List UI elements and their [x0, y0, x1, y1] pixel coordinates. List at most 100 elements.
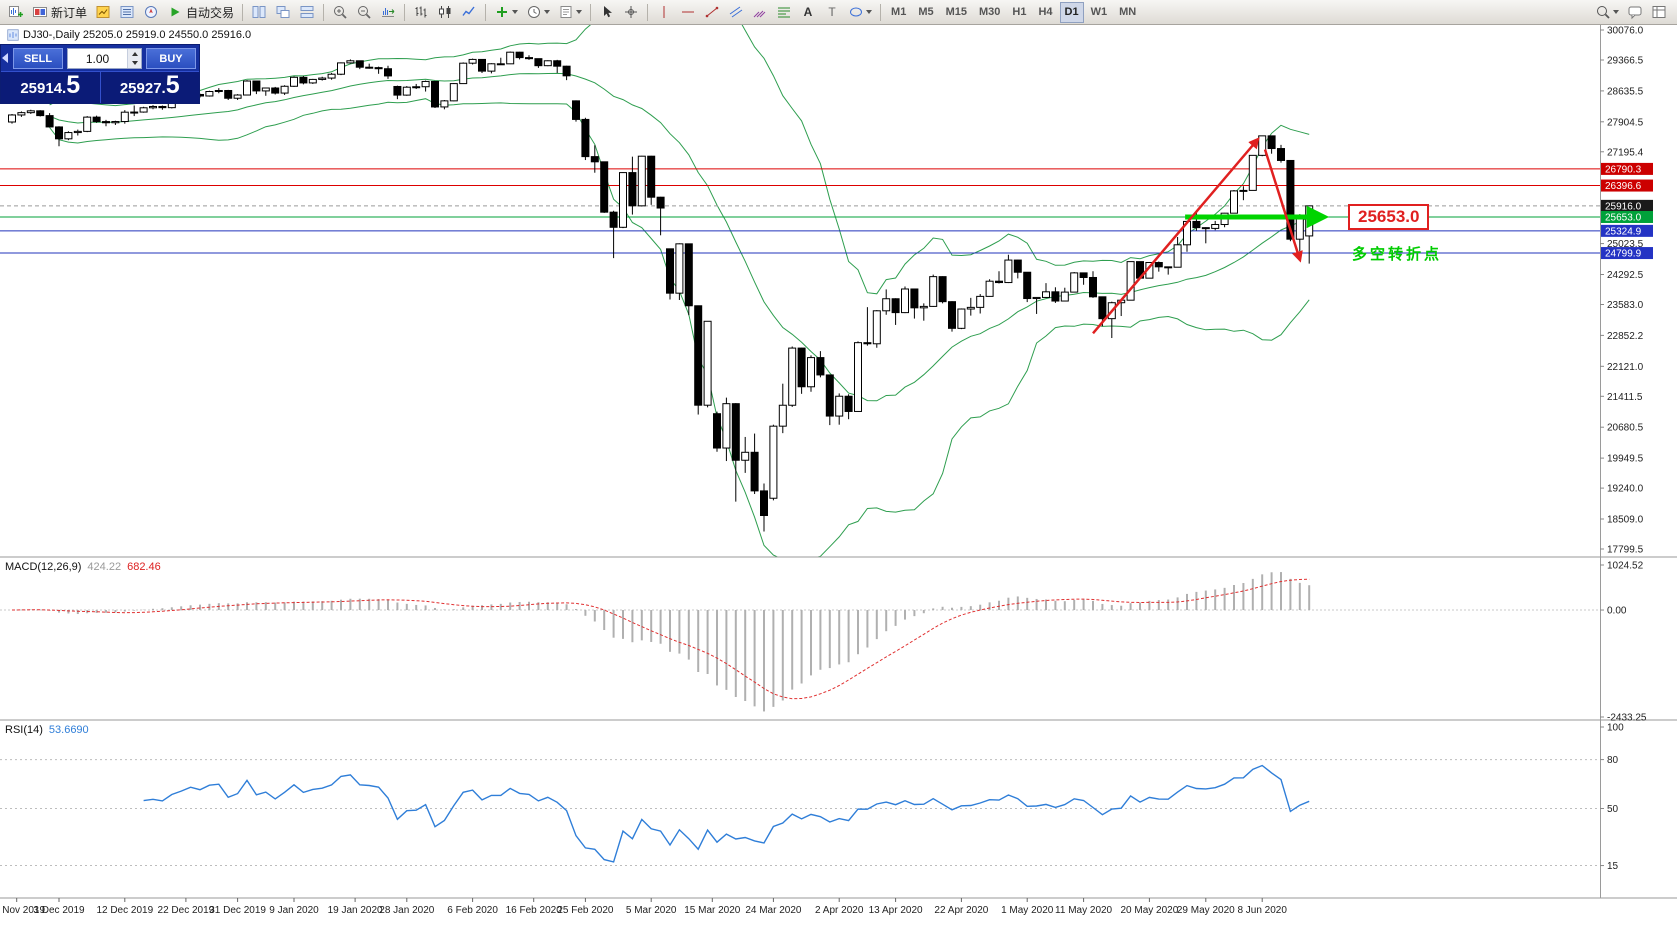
templates-icon[interactable]: [555, 2, 585, 23]
volume-down-button[interactable]: [128, 58, 141, 68]
fibonacci-icon[interactable]: [773, 2, 795, 23]
rsi-name: RSI(14): [5, 724, 43, 736]
chevron-up-icon: [131, 51, 138, 56]
chinese-annotation[interactable]: 多空转折点: [1352, 246, 1443, 263]
toolbar-separator: [242, 3, 244, 21]
svg-text:27195.4: 27195.4: [1607, 147, 1644, 158]
tile-windows-icon[interactable]: [248, 2, 270, 23]
search-icon[interactable]: [1592, 2, 1622, 23]
line-chart-icon[interactable]: [458, 2, 480, 23]
pitchfork-icon[interactable]: [749, 2, 771, 23]
timeframe-H4[interactable]: H4: [1033, 2, 1057, 23]
timeframe-D1[interactable]: D1: [1059, 1, 1084, 23]
toolbar-separator: [590, 3, 592, 21]
axis-price-badge: [1601, 162, 1653, 175]
drawn-annotations[interactable]: [1092, 137, 1330, 335]
price-annotation-label[interactable]: 25653.0: [1348, 204, 1430, 230]
svg-text:80: 80: [1607, 755, 1619, 766]
macd-indicator-label: MACD(12,26,9) 424.22 682.46: [5, 561, 161, 573]
one-click-collapse-icon[interactable]: [2, 53, 8, 63]
market-watch-icon[interactable]: [92, 2, 114, 23]
axis-price-badge: [1601, 199, 1653, 212]
price-axis[interactable]: 30076.0 29366.5 28635.5 27904.5 27195.4 25023…: [1600, 26, 1653, 873]
buy-button[interactable]: BUY: [146, 48, 196, 69]
timeframe-MN[interactable]: MN: [1114, 2, 1141, 23]
volume-input[interactable]: [68, 49, 127, 68]
vertical-line-icon[interactable]: [653, 2, 675, 23]
red-trend-arrow-2[interactable]: [1263, 149, 1303, 263]
svg-text:1024.52: 1024.52: [1607, 561, 1644, 572]
macd-pane: [0, 572, 1600, 712]
periods-icon[interactable]: [523, 2, 553, 23]
svg-text:12 Dec 2019: 12 Dec 2019: [96, 905, 153, 916]
shapes-icon[interactable]: [845, 2, 875, 23]
svg-text:28635.5: 28635.5: [1607, 86, 1644, 97]
label-icon[interactable]: T: [821, 2, 843, 23]
macd-name: MACD(12,26,9): [5, 561, 82, 573]
indicators-icon[interactable]: [491, 2, 521, 23]
arrange-windows-icon[interactable]: [296, 2, 318, 23]
main-chart-pane: [0, 24, 1600, 557]
volume-spinner: [127, 49, 141, 68]
horizontal-line-icon[interactable]: [677, 2, 699, 23]
timeframe-M5[interactable]: M5: [913, 2, 938, 23]
sell-button[interactable]: SELL: [13, 48, 63, 69]
crosshair-icon[interactable]: [620, 2, 642, 23]
auto-scroll-icon[interactable]: [377, 2, 399, 23]
pane-separators[interactable]: [0, 24, 1677, 899]
svg-text:1 May 2020: 1 May 2020: [1001, 905, 1054, 916]
macd-signal-value: 682.46: [127, 561, 161, 573]
rsi-indicator-label: RSI(14) 53.6690: [5, 724, 89, 736]
timeframe-M15[interactable]: M15: [941, 2, 972, 23]
toolbar-separator: [880, 3, 882, 21]
timeframe-H1[interactable]: H1: [1007, 2, 1031, 23]
svg-text:A: A: [804, 5, 813, 19]
trendline-icon[interactable]: [701, 2, 723, 23]
volume-up-button[interactable]: [128, 49, 141, 59]
zoom-out-icon[interactable]: [353, 2, 375, 23]
buy-price[interactable]: 25927.5: [119, 71, 180, 99]
svg-text:22 Dec 2019: 22 Dec 2019: [158, 905, 215, 916]
sell-price[interactable]: 25914.5: [1, 72, 101, 103]
toolbar-separator: [404, 3, 406, 21]
svg-text:24 Mar 2020: 24 Mar 2020: [745, 905, 802, 916]
layout-icon[interactable]: [1648, 2, 1670, 23]
one-click-price-row: 25914.5 25927.5: [1, 71, 199, 103]
svg-text:18509.0: 18509.0: [1607, 515, 1644, 526]
timeframe-M1[interactable]: M1: [886, 2, 911, 23]
zoom-in-icon[interactable]: [329, 2, 351, 23]
svg-text:24799.9: 24799.9: [1605, 249, 1642, 260]
text-icon[interactable]: A: [797, 2, 819, 23]
navigator-icon[interactable]: [140, 2, 162, 23]
axis-price-badge: [1601, 179, 1653, 192]
timeframe-M30[interactable]: M30: [974, 2, 1005, 23]
svg-text:0.00: 0.00: [1607, 606, 1627, 617]
rsi-value: 53.6690: [48, 724, 89, 736]
svg-text:8 Jun 2020: 8 Jun 2020: [1237, 905, 1287, 916]
data-window-icon[interactable]: [116, 2, 138, 23]
svg-text:19949.5: 19949.5: [1607, 454, 1644, 465]
cursor-icon[interactable]: [596, 2, 618, 23]
channel-icon[interactable]: [725, 2, 747, 23]
timeframe-W1[interactable]: W1: [1086, 2, 1113, 23]
candlestick-chart-icon[interactable]: [434, 2, 456, 23]
new-order-button-label: 新订单: [51, 5, 88, 20]
horizontal-level-lines[interactable]: [0, 168, 1600, 254]
svg-text:13 Apr 2020: 13 Apr 2020: [869, 905, 923, 916]
svg-text:20680.5: 20680.5: [1607, 423, 1644, 434]
svg-text:26790.3: 26790.3: [1605, 164, 1642, 175]
new-chart-icon[interactable]: [5, 2, 27, 23]
chat-icon[interactable]: [1624, 2, 1646, 23]
chevron-down-icon: [544, 10, 551, 14]
new-order-button[interactable]: 新订单: [29, 2, 90, 23]
axis-price-badge: [1601, 224, 1653, 237]
autotrade-button[interactable]: 自动交易: [164, 2, 237, 23]
cascade-windows-icon[interactable]: [272, 2, 294, 23]
svg-text:20 May 2020: 20 May 2020: [1120, 905, 1178, 916]
red-trend-arrow-1[interactable]: [1092, 137, 1260, 335]
bar-chart-icon[interactable]: [410, 2, 432, 23]
svg-text:24292.5: 24292.5: [1607, 270, 1644, 281]
autotrade-button-label: 自动交易: [186, 5, 235, 20]
